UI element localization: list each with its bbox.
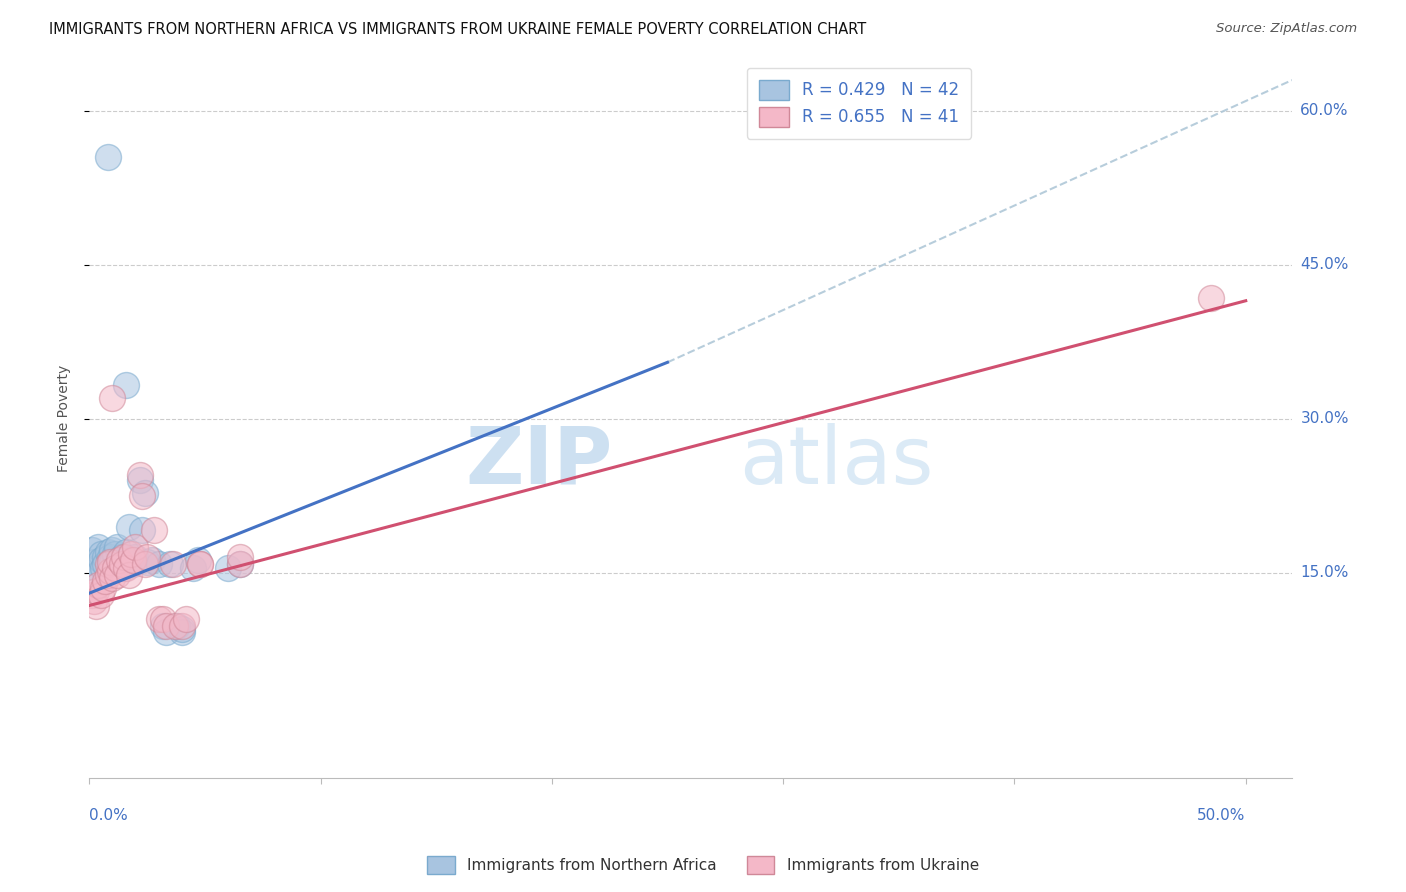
- Point: [143, 523, 166, 537]
- Point: [84, 560, 107, 574]
- Point: [104, 560, 127, 574]
- Point: [115, 545, 138, 559]
- Point: [101, 391, 124, 405]
- Point: [188, 558, 211, 572]
- Point: [131, 489, 153, 503]
- Point: [122, 553, 145, 567]
- Point: [84, 567, 107, 582]
- Point: [115, 378, 138, 392]
- Point: [129, 473, 152, 487]
- Point: [98, 564, 121, 578]
- Text: atlas: atlas: [738, 423, 934, 501]
- Point: [166, 619, 188, 633]
- Point: [148, 612, 170, 626]
- Point: [181, 560, 204, 574]
- Point: [112, 550, 135, 565]
- Point: [87, 540, 110, 554]
- Point: [170, 622, 193, 636]
- Point: [187, 553, 209, 567]
- Point: [117, 519, 139, 533]
- Point: [136, 550, 159, 565]
- Point: [148, 558, 170, 572]
- Point: [108, 553, 131, 567]
- Point: [188, 558, 211, 572]
- Point: [83, 556, 105, 570]
- Point: [90, 553, 112, 567]
- Text: 30.0%: 30.0%: [1301, 411, 1348, 426]
- Point: [228, 558, 250, 572]
- Point: [122, 558, 145, 572]
- Point: [97, 567, 120, 582]
- Point: [105, 567, 128, 582]
- Point: [98, 550, 121, 565]
- Point: [90, 547, 112, 561]
- Point: [124, 540, 146, 554]
- Point: [94, 550, 117, 565]
- Point: [91, 560, 114, 574]
- Text: 15.0%: 15.0%: [1301, 566, 1348, 580]
- Point: [94, 574, 117, 588]
- Text: 60.0%: 60.0%: [1301, 103, 1348, 119]
- Point: [155, 625, 177, 640]
- Point: [117, 567, 139, 582]
- Point: [90, 588, 112, 602]
- Point: [104, 547, 127, 561]
- Text: IMMIGRANTS FROM NORTHERN AFRICA VS IMMIGRANTS FROM UKRAINE FEMALE POVERTY CORREL: IMMIGRANTS FROM NORTHERN AFRICA VS IMMIG…: [49, 22, 866, 37]
- Point: [129, 468, 152, 483]
- Point: [97, 558, 120, 572]
- Y-axis label: Female Poverty: Female Poverty: [58, 365, 72, 473]
- Point: [228, 558, 250, 572]
- Point: [176, 612, 198, 626]
- Point: [131, 523, 153, 537]
- Point: [159, 558, 181, 572]
- Legend: Immigrants from Northern Africa, Immigrants from Ukraine: Immigrants from Northern Africa, Immigra…: [420, 850, 986, 880]
- Point: [162, 558, 184, 572]
- Point: [1199, 291, 1222, 305]
- Point: [217, 560, 239, 574]
- Point: [112, 560, 135, 574]
- Point: [83, 594, 105, 608]
- Point: [101, 543, 124, 558]
- Text: 50.0%: 50.0%: [1198, 808, 1246, 823]
- Point: [94, 558, 117, 572]
- Point: [80, 588, 103, 602]
- Point: [101, 556, 124, 570]
- Point: [108, 558, 131, 572]
- Point: [141, 553, 163, 567]
- Point: [110, 558, 132, 572]
- Point: [124, 550, 146, 565]
- Text: ZIP: ZIP: [465, 423, 613, 501]
- Point: [152, 612, 174, 626]
- Point: [120, 547, 142, 561]
- Point: [152, 619, 174, 633]
- Point: [97, 545, 120, 559]
- Text: 45.0%: 45.0%: [1301, 257, 1348, 272]
- Point: [101, 571, 124, 585]
- Point: [98, 556, 121, 570]
- Point: [84, 599, 107, 613]
- Point: [84, 584, 107, 599]
- Point: [155, 619, 177, 633]
- Point: [91, 581, 114, 595]
- Point: [134, 485, 156, 500]
- Point: [170, 625, 193, 640]
- Point: [228, 550, 250, 565]
- Text: Source: ZipAtlas.com: Source: ZipAtlas.com: [1216, 22, 1357, 36]
- Point: [170, 619, 193, 633]
- Point: [136, 556, 159, 570]
- Point: [97, 150, 120, 164]
- Point: [105, 540, 128, 554]
- Point: [134, 558, 156, 572]
- Point: [163, 619, 186, 633]
- Point: [87, 578, 110, 592]
- Point: [120, 556, 142, 570]
- Point: [110, 550, 132, 565]
- Legend: R = 0.429   N = 42, R = 0.655   N = 41: R = 0.429 N = 42, R = 0.655 N = 41: [747, 68, 972, 138]
- Point: [80, 543, 103, 558]
- Point: [115, 560, 138, 574]
- Text: 0.0%: 0.0%: [89, 808, 128, 823]
